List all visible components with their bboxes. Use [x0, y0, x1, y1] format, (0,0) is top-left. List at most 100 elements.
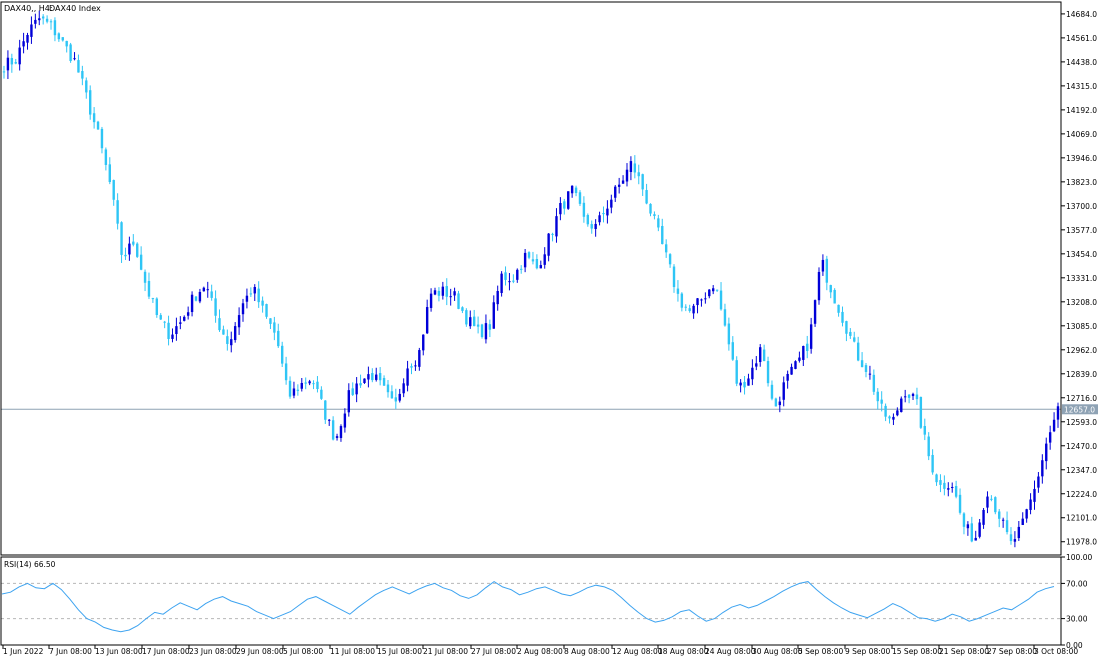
candle[interactable] [73, 52, 76, 61]
candle[interactable] [727, 317, 731, 351]
candle[interactable] [433, 287, 437, 296]
candle[interactable] [179, 316, 182, 330]
candle[interactable] [813, 299, 817, 327]
candle[interactable] [782, 376, 785, 407]
candle[interactable] [77, 54, 80, 73]
candle[interactable] [30, 16, 33, 44]
candle[interactable] [602, 206, 605, 223]
candle[interactable] [1021, 512, 1024, 526]
candle[interactable] [723, 303, 727, 327]
candle[interactable] [22, 32, 25, 54]
candle[interactable] [700, 298, 703, 307]
candle[interactable] [633, 155, 637, 179]
candle[interactable] [316, 376, 319, 393]
candle[interactable] [590, 220, 593, 234]
candle[interactable] [261, 296, 264, 313]
candle[interactable] [120, 221, 123, 263]
candle[interactable] [790, 363, 793, 375]
candle[interactable] [488, 319, 492, 338]
candle[interactable] [582, 196, 586, 223]
candle[interactable] [461, 306, 464, 314]
candle[interactable] [26, 32, 29, 50]
candle[interactable] [551, 232, 554, 242]
candle[interactable] [547, 233, 550, 262]
candle[interactable] [422, 334, 425, 356]
candle[interactable] [888, 415, 891, 424]
candle[interactable] [284, 356, 288, 385]
candle[interactable] [610, 194, 613, 214]
candle[interactable] [986, 491, 989, 514]
candle[interactable] [296, 384, 300, 396]
candle[interactable] [676, 280, 680, 302]
candle[interactable] [453, 287, 456, 301]
candle[interactable] [821, 254, 825, 276]
candle[interactable] [516, 268, 519, 283]
candle[interactable] [304, 377, 307, 390]
candle[interactable] [222, 325, 225, 335]
candle[interactable] [962, 512, 966, 535]
candle[interactable] [500, 271, 503, 297]
candle[interactable] [406, 360, 409, 392]
candle[interactable] [69, 42, 72, 63]
candle[interactable] [876, 388, 879, 410]
candle[interactable] [508, 273, 511, 291]
candle[interactable] [606, 200, 609, 224]
candle[interactable] [731, 336, 734, 361]
candle[interactable] [868, 365, 872, 380]
candle[interactable] [1009, 527, 1013, 545]
candle[interactable] [884, 403, 887, 422]
candle[interactable] [398, 388, 401, 403]
candle[interactable] [837, 304, 840, 317]
candle[interactable] [49, 19, 53, 30]
candle[interactable] [919, 396, 923, 429]
candle[interactable] [163, 320, 166, 329]
candle[interactable] [371, 368, 374, 383]
candle[interactable] [339, 424, 343, 442]
candle[interactable] [202, 286, 206, 292]
candle[interactable] [425, 299, 429, 335]
candle[interactable] [155, 297, 159, 318]
candle[interactable] [375, 367, 378, 382]
candle[interactable] [864, 362, 868, 378]
candle[interactable] [970, 516, 973, 543]
candle[interactable] [774, 397, 778, 407]
candle[interactable] [743, 375, 746, 395]
candle[interactable] [108, 157, 111, 185]
candle[interactable] [806, 335, 809, 359]
candle[interactable] [429, 288, 433, 312]
candle[interactable] [637, 164, 640, 185]
candle[interactable] [206, 281, 209, 298]
candle[interactable] [531, 251, 535, 265]
candle[interactable] [124, 247, 127, 260]
candle[interactable] [947, 482, 950, 497]
candle[interactable] [841, 306, 844, 327]
candle[interactable] [6, 50, 10, 80]
candle[interactable] [437, 287, 441, 302]
candle[interactable] [300, 377, 303, 392]
candle[interactable] [1041, 454, 1044, 484]
candle[interactable] [954, 480, 958, 499]
candle[interactable] [269, 318, 272, 329]
candle[interactable] [57, 32, 61, 42]
candle[interactable] [347, 383, 351, 417]
candle[interactable] [896, 407, 899, 417]
candle[interactable] [684, 304, 687, 312]
candle[interactable] [241, 298, 245, 322]
candle[interactable] [535, 254, 539, 270]
candle[interactable] [849, 328, 852, 339]
candle[interactable] [747, 373, 750, 386]
candle[interactable] [367, 366, 370, 388]
candle[interactable] [237, 307, 241, 335]
candle[interactable] [755, 356, 758, 371]
candle[interactable] [128, 236, 131, 261]
candle[interactable] [657, 214, 660, 232]
candle[interactable] [85, 77, 88, 99]
candle[interactable] [711, 285, 715, 295]
candle[interactable] [770, 380, 774, 401]
candle[interactable] [1017, 521, 1021, 542]
candle[interactable] [230, 331, 233, 353]
candle[interactable] [214, 290, 217, 323]
candle[interactable] [378, 367, 382, 386]
candle[interactable] [559, 197, 562, 221]
candle[interactable] [911, 392, 915, 401]
